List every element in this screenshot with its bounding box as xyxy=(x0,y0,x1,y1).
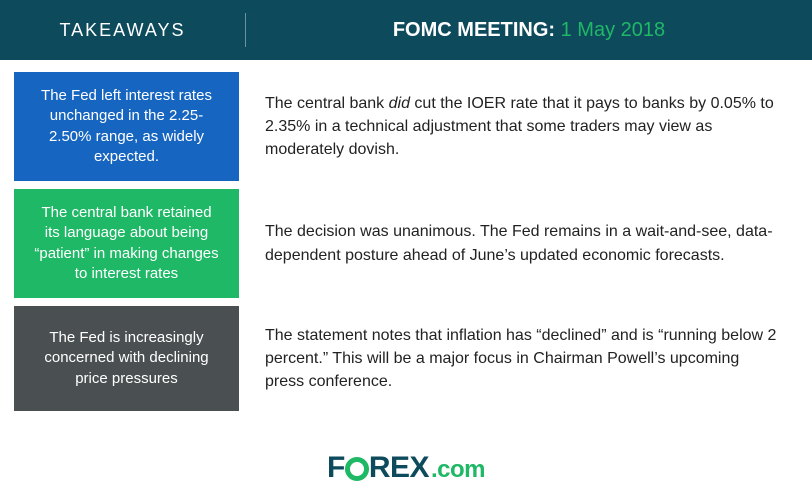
takeaway-right-box: The statement notes that inflation has “… xyxy=(239,306,798,411)
logo-part1: F xyxy=(327,451,345,485)
takeaway-right-text: The statement notes that inflation has “… xyxy=(265,324,778,394)
logo-part2: REX xyxy=(369,451,429,485)
forex-logo: F REX .com xyxy=(327,451,485,485)
logo-suffix: .com xyxy=(431,456,485,484)
takeaway-right-box: The decision was unanimous. The Fed rema… xyxy=(239,189,798,298)
takeaway-row: The Fed left interest rates unchanged in… xyxy=(14,72,798,181)
takeaway-left-box: The central bank retained its language a… xyxy=(14,189,239,298)
logo-area: F REX .com xyxy=(0,451,812,485)
header-title: FOMC MEETING: 1 May 2018 xyxy=(246,19,812,42)
header-takeaways-label: TAKEAWAYS xyxy=(0,20,245,41)
takeaway-row: The Fed is increasingly concerned with d… xyxy=(14,306,798,411)
takeaway-left-text: The central bank retained its language a… xyxy=(32,203,221,284)
takeaway-right-box: The central bank did cut the IOER rate t… xyxy=(239,72,798,181)
header-title-prefix: FOMC MEETING: xyxy=(393,19,555,41)
takeaway-left-text: The Fed is increasingly concerned with d… xyxy=(32,328,221,389)
rows-container: The Fed left interest rates unchanged in… xyxy=(0,60,812,411)
takeaway-left-box: The Fed is increasingly concerned with d… xyxy=(14,306,239,411)
takeaway-left-box: The Fed left interest rates unchanged in… xyxy=(14,72,239,181)
takeaway-right-text: The decision was unanimous. The Fed rema… xyxy=(265,220,778,266)
takeaway-left-text: The Fed left interest rates unchanged in… xyxy=(32,86,221,167)
takeaway-right-text: The central bank did cut the IOER rate t… xyxy=(265,92,778,162)
takeaway-row: The central bank retained its language a… xyxy=(14,189,798,298)
header: TAKEAWAYS FOMC MEETING: 1 May 2018 xyxy=(0,0,812,60)
logo-o-icon xyxy=(345,457,369,481)
header-title-date: 1 May 2018 xyxy=(561,19,666,41)
